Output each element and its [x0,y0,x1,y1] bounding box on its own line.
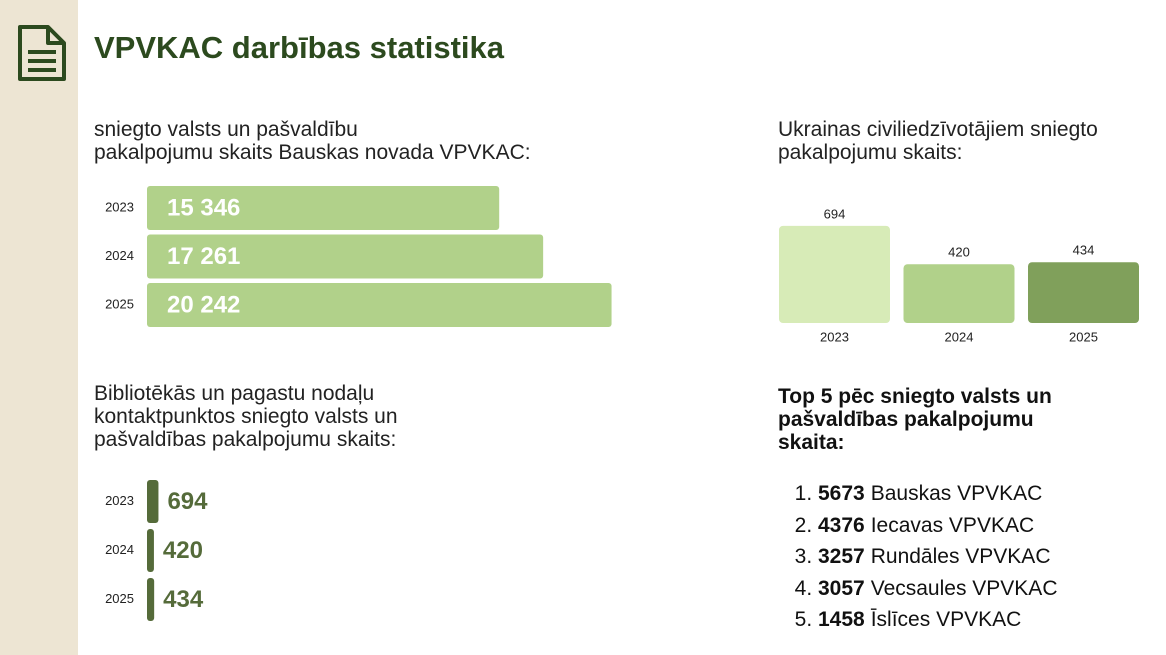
top5-name: Īslīces VPVKAC [870,608,1022,631]
top5-name: Iecavas VPVKAC [870,513,1035,537]
bar [147,529,154,572]
top5-name: Bauskas VPVKAC [870,482,1043,505]
category-label: 2025 [105,591,134,606]
bar [903,264,1015,323]
side-strip [0,0,78,655]
bar [779,225,890,323]
bar [147,578,155,621]
chart-title: Bibliotēkās un pagastu nodaļu kontaktpun… [94,382,398,451]
category-label: 2023 [105,493,134,508]
top5-value: 5673 [818,482,865,505]
top5-title: Top 5 pēc sniegto valsts un pašvaldības … [778,385,1052,454]
chart-title: Ukrainas civiliedzīvotājiem sniegto paka… [778,118,1098,164]
category-label: 2024 [105,542,134,557]
bar [147,186,500,230]
value-label: 420 [163,537,203,564]
bar [1028,262,1139,323]
value-label: 694 [167,488,208,515]
value-label: 420 [948,245,970,260]
category-label: 2025 [105,296,134,311]
chart-title: sniegto valsts un pašvaldību pakalpojumu… [94,118,531,164]
value-label: 434 [1073,243,1095,258]
bar [147,480,159,523]
category-label: 2024 [945,329,974,344]
top5-name: Rundāles VPVKAC [870,545,1051,568]
value-label: 434 [163,586,204,613]
category-label: 2023 [105,199,134,214]
category-label: 2023 [820,329,849,344]
category-label: 2024 [105,248,134,263]
top5-name: Vecsaules VPVKAC [870,576,1058,600]
top5-value: 1458 [818,608,865,631]
value-label: 15 346 [167,194,240,221]
value-label: 20 242 [167,291,240,318]
main-title: VPVKAC darbības statistika [94,30,505,65]
value-label: 17 261 [167,243,240,270]
top5-value: 3257 [818,545,865,568]
value-label: 694 [824,206,846,221]
category-label: 2025 [1069,329,1098,344]
top5-value: 4376 [818,513,865,537]
bar [147,283,612,327]
document-icon [18,25,66,81]
top5-value: 3057 [818,576,865,600]
bar [147,234,544,279]
